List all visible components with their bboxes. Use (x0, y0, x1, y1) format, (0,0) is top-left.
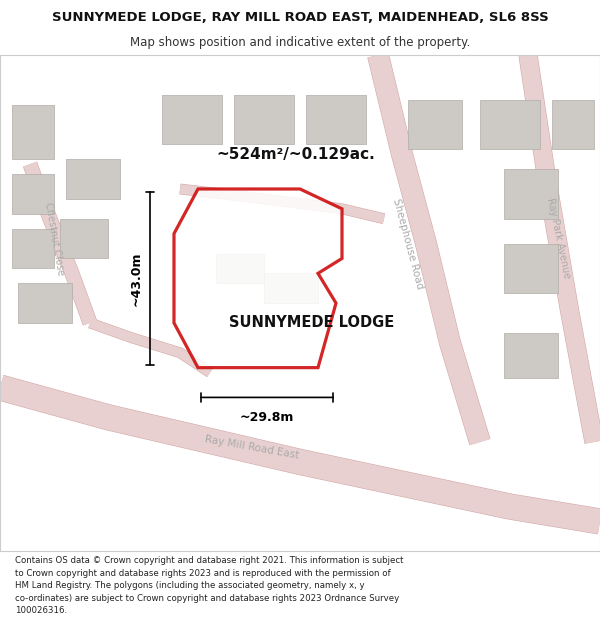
Polygon shape (174, 189, 342, 368)
Text: Map shows position and indicative extent of the property.: Map shows position and indicative extent… (130, 36, 470, 49)
Polygon shape (12, 229, 54, 268)
Polygon shape (504, 244, 558, 293)
Text: Contains OS data © Crown copyright and database right 2021. This information is : Contains OS data © Crown copyright and d… (15, 556, 404, 616)
Text: SUNNYMEDE LODGE: SUNNYMEDE LODGE (229, 316, 395, 331)
Text: Chestnut Close: Chestnut Close (43, 201, 65, 276)
Polygon shape (162, 95, 222, 144)
Polygon shape (66, 159, 120, 199)
Text: ~43.0m: ~43.0m (130, 251, 143, 306)
Text: ~524m²/~0.129ac.: ~524m²/~0.129ac. (216, 147, 375, 162)
Polygon shape (12, 104, 54, 159)
Polygon shape (480, 99, 540, 149)
Text: SUNNYMEDE LODGE, RAY MILL ROAD EAST, MAIDENHEAD, SL6 8SS: SUNNYMEDE LODGE, RAY MILL ROAD EAST, MAI… (52, 11, 548, 24)
Text: Sheephouse Road: Sheephouse Road (391, 197, 425, 290)
Polygon shape (60, 219, 108, 259)
Polygon shape (264, 273, 318, 303)
Text: Ray Mill Road East: Ray Mill Road East (204, 434, 300, 460)
Text: Ray Park Avenue: Ray Park Avenue (545, 198, 571, 280)
Polygon shape (306, 95, 366, 144)
Polygon shape (12, 174, 54, 214)
Polygon shape (552, 99, 594, 149)
Polygon shape (216, 254, 264, 283)
Polygon shape (234, 95, 294, 144)
Polygon shape (408, 99, 462, 149)
Text: ~29.8m: ~29.8m (240, 411, 294, 424)
Polygon shape (504, 169, 558, 219)
Polygon shape (504, 333, 558, 378)
Polygon shape (18, 283, 72, 323)
